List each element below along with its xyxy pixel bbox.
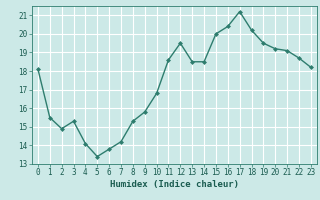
X-axis label: Humidex (Indice chaleur): Humidex (Indice chaleur) [110,180,239,189]
